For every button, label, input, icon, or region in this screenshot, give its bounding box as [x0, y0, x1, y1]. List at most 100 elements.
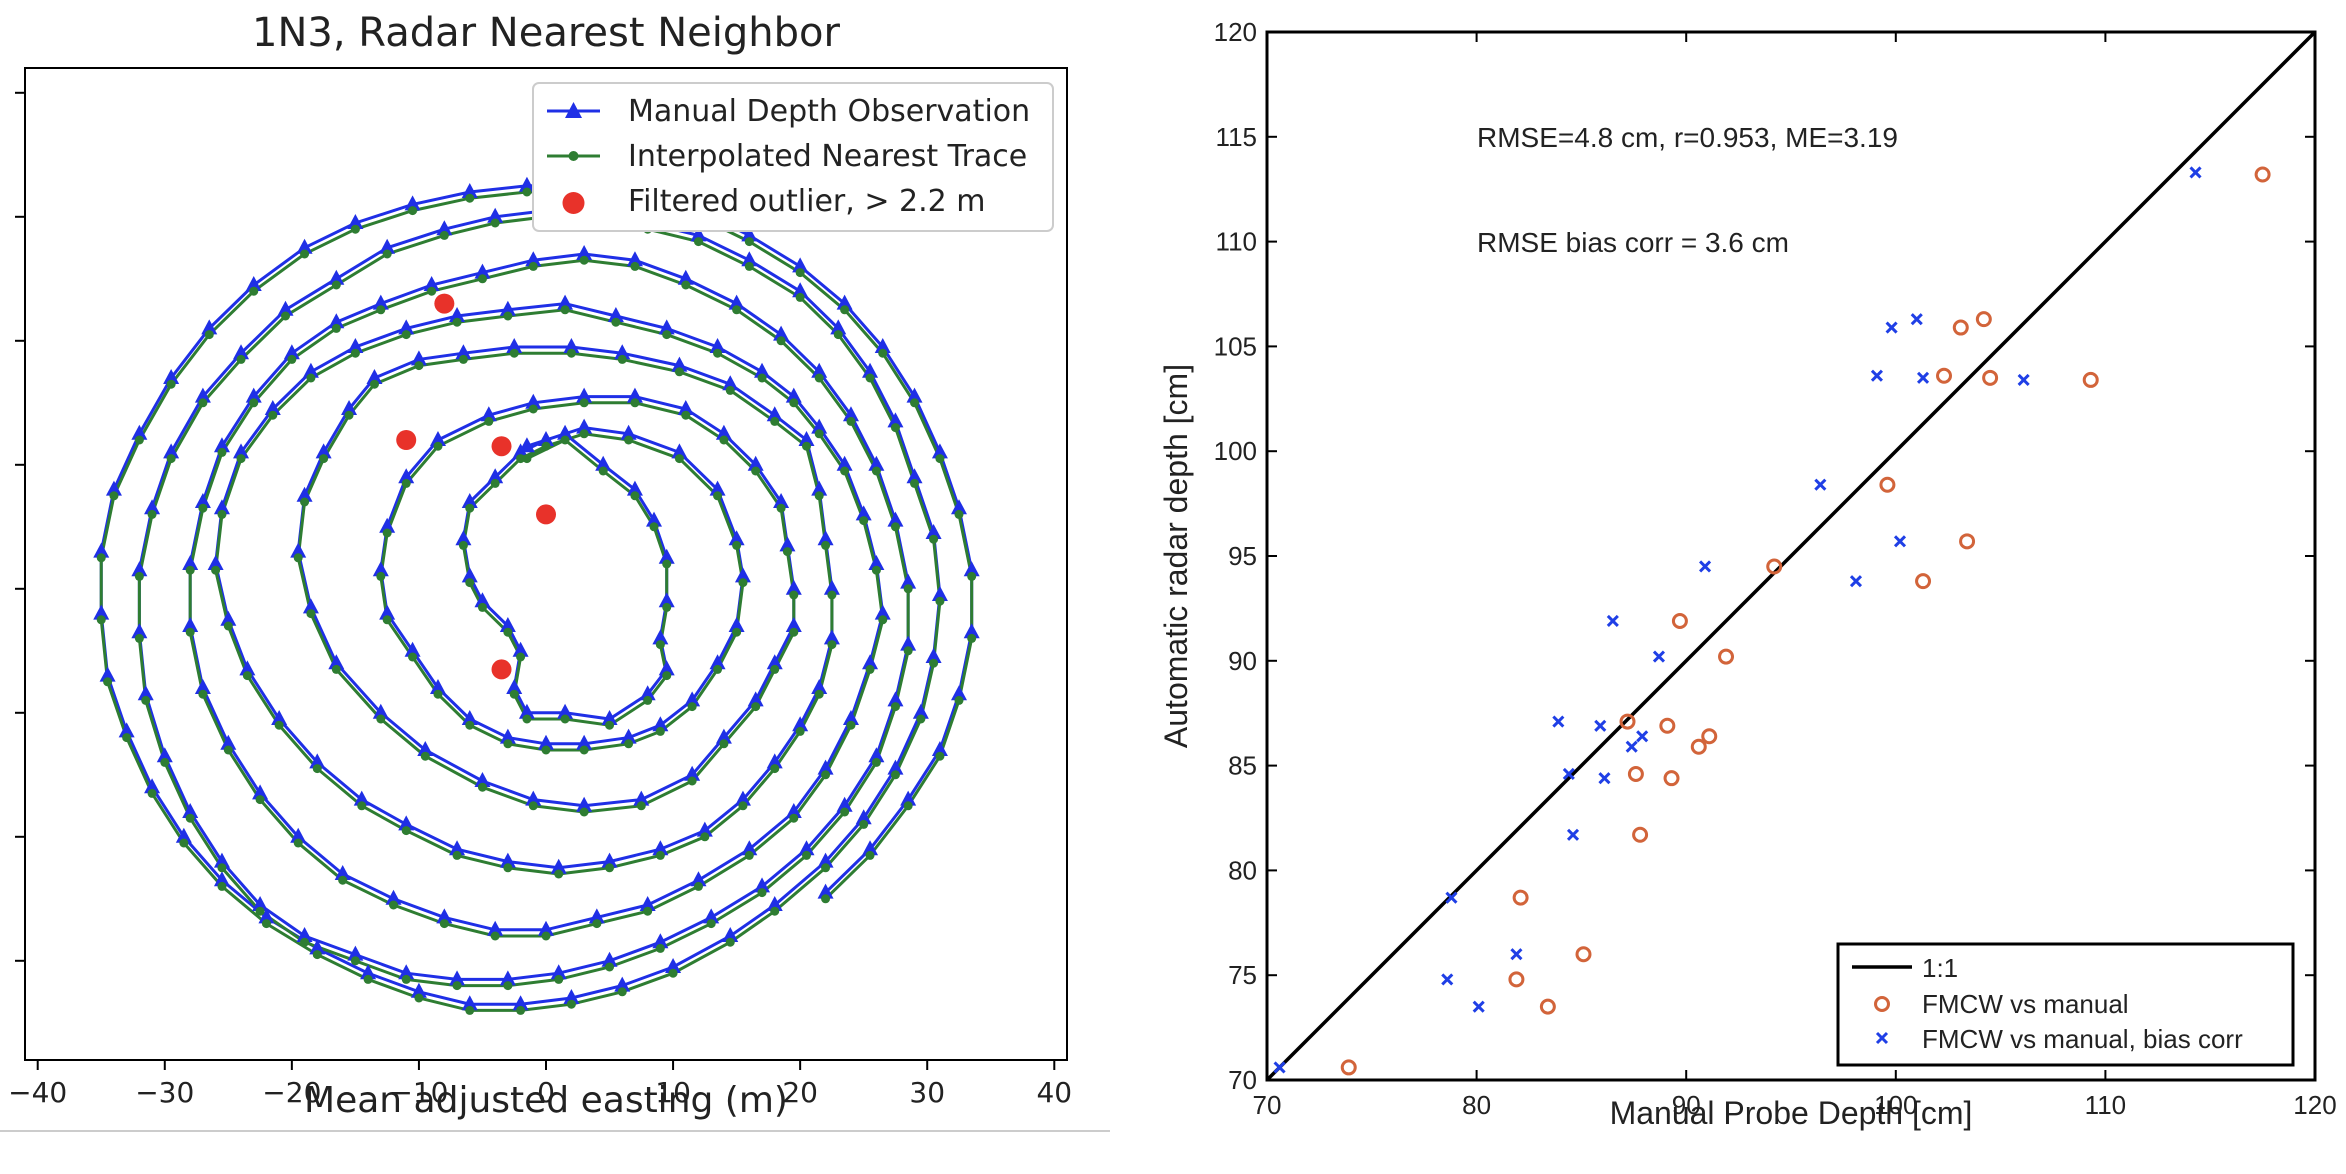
- manual-depth-point: [900, 635, 917, 651]
- interpolated-trace-point: [890, 522, 900, 532]
- interpolated-trace-point: [369, 379, 379, 389]
- manual-depth-point: [455, 344, 472, 360]
- manual-depth-point: [220, 610, 237, 626]
- manual-depth-point: [734, 567, 751, 583]
- bias-corr-point: [1562, 767, 1575, 781]
- interpolated-trace-point: [636, 801, 646, 811]
- fmcw-point: [1766, 558, 1783, 575]
- interpolated-trace-point: [382, 615, 392, 625]
- interpolated-trace-point: [382, 528, 392, 538]
- interpolated-trace-point: [287, 354, 297, 364]
- fmcw-point: [2082, 371, 2099, 388]
- manual-depth-point: [385, 889, 402, 905]
- interpolated-trace-point: [465, 193, 475, 203]
- manual-depth-point: [131, 561, 148, 577]
- manual-depth-point: [194, 493, 211, 508]
- manual-depth-point: [931, 443, 948, 459]
- interpolated-trace-point: [954, 509, 964, 519]
- manual-depth-point: [887, 412, 904, 428]
- manual-depth-point: [487, 468, 504, 484]
- interpolated-trace-point: [871, 757, 881, 767]
- manual-depth-point: [175, 827, 192, 843]
- manual-depth-point: [398, 964, 415, 980]
- interpolated-trace-point: [890, 423, 900, 433]
- interpolated-trace-point: [516, 454, 526, 464]
- interpolated-trace-point: [458, 354, 468, 364]
- interpolated-trace-point: [147, 788, 157, 798]
- interpolated-trace-point: [693, 237, 703, 247]
- interpolated-trace-point: [662, 330, 672, 340]
- manual-depth-point: [817, 759, 834, 775]
- right-y-tick-label: 75: [1228, 960, 1257, 990]
- interpolated-trace-point: [624, 739, 634, 749]
- interpolated-trace-point: [249, 286, 259, 296]
- manual-depth-point: [194, 679, 211, 694]
- manual-depth-point: [620, 728, 637, 744]
- interpolated-trace-point: [465, 720, 475, 730]
- manual-depth-point: [213, 499, 230, 515]
- interpolated-trace-point: [331, 280, 341, 290]
- manual-depth-point: [264, 400, 281, 415]
- interpolated-trace-point: [967, 571, 977, 581]
- interpolated-trace-point: [935, 751, 945, 761]
- interpolated-trace-point: [338, 875, 348, 885]
- manual-depth-point: [722, 375, 739, 391]
- interpolated-trace-point: [770, 416, 780, 426]
- interpolated-trace-point: [681, 280, 691, 290]
- manual-depth-point: [823, 629, 840, 645]
- interpolated-trace-point: [312, 764, 322, 774]
- bias-corr-point: [1870, 369, 1884, 382]
- manual-depth-point: [614, 976, 631, 992]
- interpolated-trace-point: [871, 565, 881, 575]
- interpolated-trace-point: [674, 367, 684, 377]
- interpolated-trace-point: [408, 652, 418, 662]
- manual-depth-point: [347, 945, 364, 961]
- right-annotation-bias-corr: RMSE bias corr = 3.6 cm: [1477, 227, 1789, 258]
- manual-depth-point: [347, 214, 364, 229]
- manual-depth-point: [379, 604, 396, 620]
- manual-depth-point: [245, 276, 262, 291]
- right-x-tick-label: 90: [1672, 1090, 1701, 1120]
- interpolated-trace-point: [789, 813, 799, 823]
- legend-manual-triangle-icon: [565, 102, 582, 118]
- interpolated-trace-point: [757, 888, 767, 898]
- interpolated-trace-point: [509, 689, 519, 699]
- manual-depth-point: [665, 958, 682, 973]
- interpolated-trace-point: [967, 633, 977, 643]
- manual-depth-point: [461, 995, 478, 1011]
- interpolated-trace-point: [935, 454, 945, 464]
- right-annotation-rmse: RMSE=4.8 cm, r=0.953, ME=3.19: [1477, 122, 1898, 153]
- manual-depth-point: [557, 294, 574, 310]
- interpolated-trace-point: [141, 695, 151, 705]
- manual-depth-point: [728, 617, 745, 632]
- manual-depth-point: [182, 617, 199, 632]
- interpolated-trace-point: [617, 987, 627, 997]
- interpolated-trace-point: [420, 751, 430, 761]
- manual-depth-point: [620, 424, 637, 440]
- interpolated-trace-point: [624, 435, 634, 445]
- interpolated-trace-point: [185, 565, 195, 575]
- interpolated-trace-point: [477, 274, 487, 284]
- interpolated-trace-point: [700, 832, 710, 842]
- bias-corr-point: [2189, 166, 2202, 179]
- right-x-tick-label: 110: [2085, 1090, 2126, 1120]
- manual-depth-point: [817, 530, 834, 546]
- interpolated-trace-point: [719, 739, 729, 749]
- interpolated-trace-point: [662, 602, 672, 612]
- interpolated-trace-point: [198, 503, 208, 513]
- interpolated-trace-point: [821, 540, 831, 550]
- bias-corr-point: [1441, 973, 1454, 986]
- interpolated-trace-point: [554, 869, 564, 879]
- manual-depth-point: [785, 803, 802, 818]
- manual-depth-point: [328, 654, 345, 670]
- interpolated-trace-point: [503, 981, 513, 991]
- manual-depth-point: [144, 778, 161, 794]
- left-y-ticks: [15, 91, 25, 962]
- right-x-tick-label: 120: [2293, 1090, 2336, 1120]
- manual-depth-point: [671, 356, 688, 372]
- interpolated-trace-point: [554, 974, 564, 984]
- interpolated-trace-point: [490, 478, 500, 488]
- right-x-tick-label: 80: [1462, 1090, 1491, 1120]
- interpolated-trace-point: [185, 627, 195, 637]
- manual-depth-point: [639, 685, 656, 701]
